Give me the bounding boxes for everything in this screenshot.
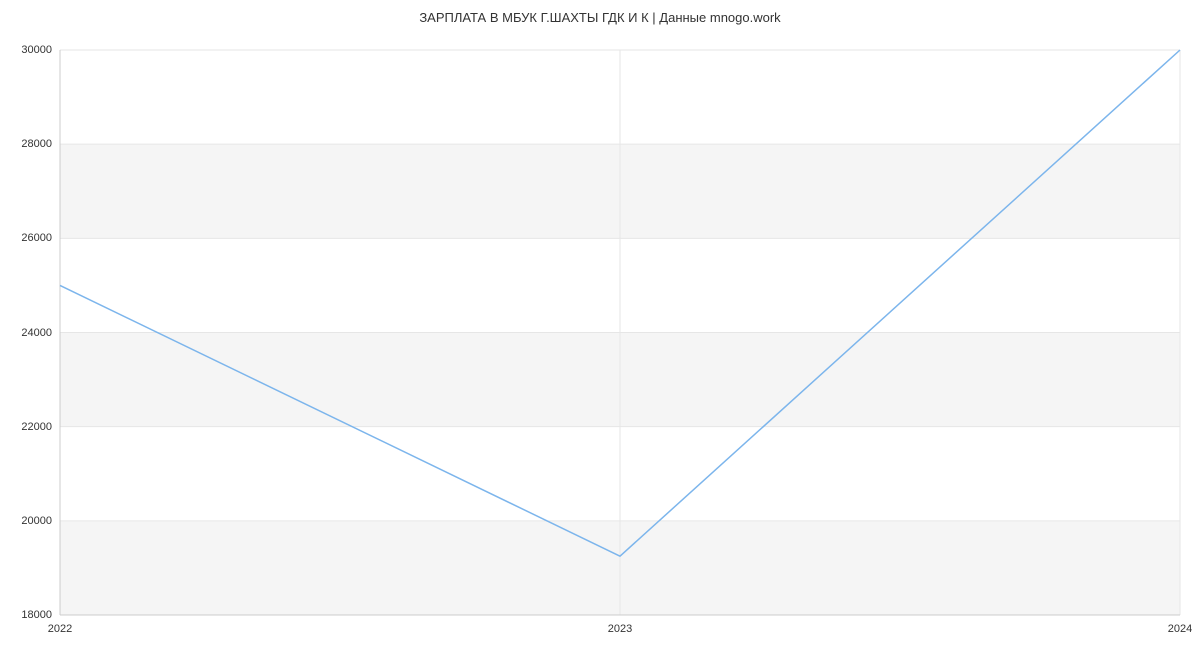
plot-svg bbox=[60, 50, 1180, 615]
x-tick-label: 2023 bbox=[608, 623, 632, 635]
x-tick-label: 2022 bbox=[48, 623, 72, 635]
y-tick-label: 24000 bbox=[21, 327, 52, 339]
y-tick-label: 26000 bbox=[21, 232, 52, 244]
y-tick-label: 20000 bbox=[21, 515, 52, 527]
y-tick-label: 28000 bbox=[21, 138, 52, 150]
x-tick-label: 2024 bbox=[1168, 623, 1192, 635]
plot-area: 1800020000220002400026000280003000020222… bbox=[60, 50, 1180, 615]
chart-title: ЗАРПЛАТА В МБУК Г.ШАХТЫ ГДК И К | Данные… bbox=[0, 10, 1200, 25]
y-tick-label: 30000 bbox=[21, 44, 52, 56]
y-tick-label: 18000 bbox=[21, 609, 52, 621]
y-tick-label: 22000 bbox=[21, 421, 52, 433]
line-chart: ЗАРПЛАТА В МБУК Г.ШАХТЫ ГДК И К | Данные… bbox=[0, 0, 1200, 650]
